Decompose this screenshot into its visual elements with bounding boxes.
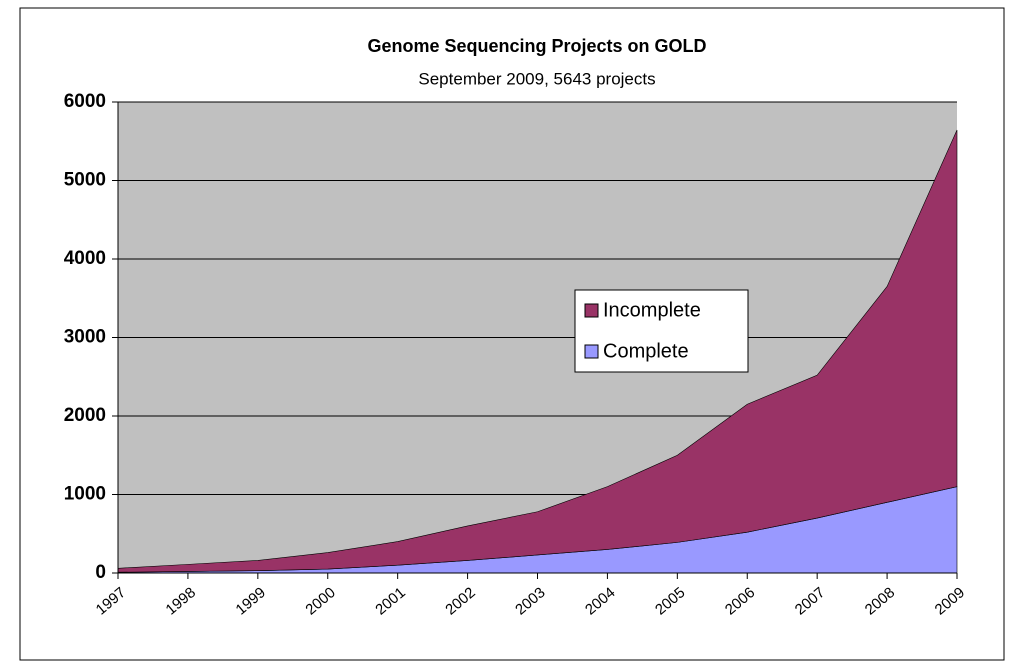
y-tick-label: 5000 <box>64 170 106 191</box>
y-tick-label: 4000 <box>64 248 106 269</box>
legend-label: Incomplete <box>603 299 701 321</box>
legend-swatch <box>584 303 599 318</box>
y-tick-label: 1000 <box>64 484 106 505</box>
legend-box <box>574 289 749 373</box>
area <box>117 129 958 573</box>
y-tick-label: 0 <box>95 562 106 583</box>
chart-title: Genome Sequencing Projects on GOLD <box>367 36 706 56</box>
legend-label: Complete <box>603 340 689 362</box>
y-tick-label: 6000 <box>64 91 106 112</box>
y-tick-label: 3000 <box>64 327 106 348</box>
legend-swatch <box>584 344 599 359</box>
legend: Incomplete Complete <box>574 289 749 373</box>
y-tick-label: 2000 <box>64 405 106 426</box>
chart-subtitle: September 2009, 5643 projects <box>418 69 655 88</box>
